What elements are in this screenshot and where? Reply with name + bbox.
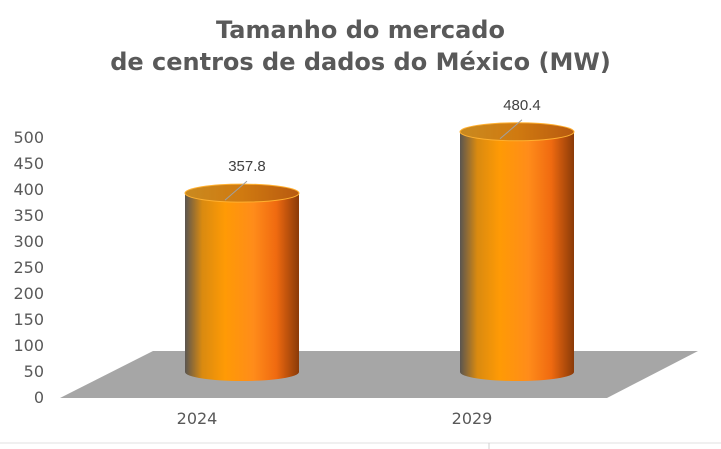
chart-title: Tamanho do mercado de centros de dados d… bbox=[0, 14, 721, 78]
data-label-2024: 357.8 bbox=[228, 158, 266, 175]
y-tick-label: 450 bbox=[13, 154, 44, 173]
x-tick-label: 2024 bbox=[177, 409, 218, 428]
bar-cylinder-2024 bbox=[185, 193, 299, 381]
y-tick-label: 100 bbox=[13, 336, 44, 355]
y-tick-label: 300 bbox=[13, 232, 44, 251]
y-tick-label: 200 bbox=[13, 284, 44, 303]
y-tick-label: 0 bbox=[34, 388, 44, 407]
y-tick-label: 150 bbox=[13, 310, 44, 329]
y-tick-label: 400 bbox=[13, 180, 44, 199]
title-line-1: Tamanho do mercado bbox=[216, 16, 505, 44]
bar-top-2024 bbox=[184, 183, 300, 203]
chart-floor bbox=[60, 351, 698, 398]
y-tick-label: 50 bbox=[24, 362, 44, 381]
y-tick-label: 350 bbox=[13, 206, 44, 225]
data-label-leader bbox=[499, 119, 523, 140]
data-label-2029: 480.4 bbox=[503, 97, 541, 114]
title-line-2: de centros de dados do México (MW) bbox=[110, 48, 611, 76]
bar-top-2029 bbox=[459, 122, 575, 142]
x-tick-label: 2029 bbox=[452, 409, 493, 428]
data-label-leader bbox=[224, 180, 248, 201]
y-tick-label: 500 bbox=[13, 128, 44, 147]
y-tick-label: 250 bbox=[13, 258, 44, 277]
bar-cylinder-2029 bbox=[460, 131, 574, 381]
